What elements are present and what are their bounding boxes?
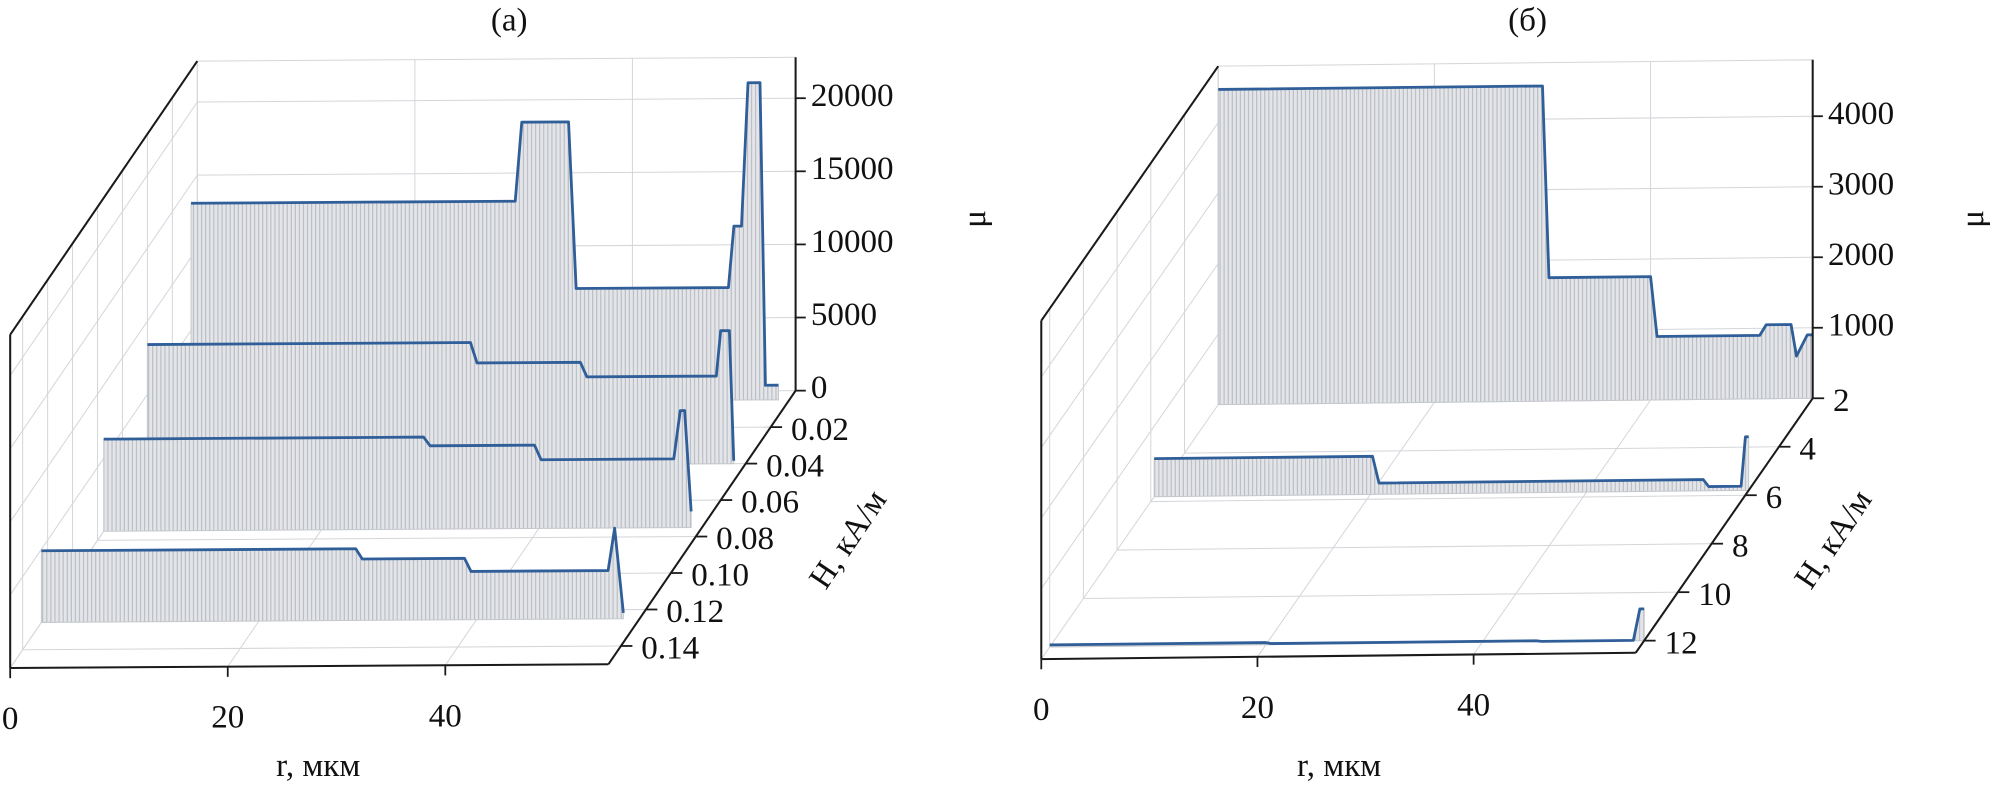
y-tick-label: 12 [1665, 625, 1698, 661]
frame-edge [1634, 397, 1814, 654]
grid-line [197, 170, 796, 176]
grid-line [1040, 333, 1219, 589]
profile-line [191, 81, 779, 387]
grid-line [197, 97, 796, 103]
y-tick-label: 6 [1766, 480, 1783, 516]
x-tick-label: 40 [1457, 688, 1490, 724]
grid-line [1040, 404, 1219, 660]
z-tick-label: 15000 [811, 151, 894, 187]
grid-line [22, 645, 621, 651]
x-tick-label: 20 [1241, 690, 1274, 726]
y-tick-label: 10 [1698, 577, 1731, 613]
y-tick-label: 0.08 [716, 521, 774, 557]
grid-line [1473, 399, 1651, 655]
x-axis-title: r, мкм [276, 748, 360, 784]
profile-line [1218, 84, 1813, 358]
grid-line [1184, 446, 1779, 454]
y-axis-title: H, кА/м [803, 484, 895, 596]
y-tick-label: 2 [1833, 383, 1850, 419]
y-tick-label: 0.12 [666, 594, 724, 630]
grid-line [9, 101, 198, 376]
y-tick-label: 0.04 [766, 448, 824, 484]
z-tick-label: 0 [811, 370, 828, 406]
profile-line [147, 329, 736, 461]
panel-title: (а) [491, 3, 528, 39]
frame-edge [9, 60, 199, 336]
x-tick-label: 0 [2, 701, 19, 737]
grid-line [97, 536, 696, 541]
grid-line [1083, 591, 1678, 600]
box-edge [197, 56, 796, 62]
frame-edge [1041, 651, 1636, 661]
y-axis-title: H, кА/м [1788, 484, 1880, 596]
x-tick-label: 0 [1033, 692, 1050, 728]
profile-line [1049, 607, 1645, 647]
z-tick-label: 2000 [1828, 237, 1894, 273]
z-tick-label: 20000 [811, 78, 894, 114]
grid-line [1040, 122, 1219, 378]
x-axis-title: r, мкм [1297, 748, 1381, 784]
x-tick-label: 20 [211, 700, 244, 736]
z-tick-label: 4000 [1828, 96, 1894, 132]
z-axis-title: μ [957, 210, 993, 228]
profile-area [1217, 85, 1814, 406]
z-tick-label: 5000 [811, 297, 877, 333]
frame-edge [1040, 65, 1220, 322]
z-tick-label: 1000 [1828, 307, 1894, 343]
grid-line [1150, 494, 1746, 503]
frame-edge [607, 390, 797, 665]
grid-line [1117, 543, 1712, 551]
y-tick-label: 0.02 [791, 412, 849, 448]
y-tick-label: 0.10 [691, 558, 749, 594]
profile-area [40, 528, 624, 623]
grid-line [9, 247, 198, 523]
y-tick-label: 0.14 [641, 631, 699, 667]
profile-area [1153, 436, 1750, 498]
y-tick-label: 4 [1799, 431, 1816, 467]
y-tick-label: 8 [1732, 528, 1749, 564]
y-tick-label: 0.06 [741, 485, 799, 521]
grid-line [1257, 402, 1435, 658]
z-tick-label: 10000 [811, 224, 894, 260]
z-axis-title: μ [1955, 210, 1991, 228]
grid-line [9, 174, 198, 449]
panel-title: (б) [1508, 3, 1547, 39]
profile-line [103, 409, 693, 512]
x-tick-label: 40 [429, 698, 462, 734]
grid-line [1040, 263, 1219, 519]
grid-line [1040, 192, 1219, 448]
profile-line [1154, 435, 1749, 488]
box-edge [1218, 59, 1813, 67]
profile-line [41, 526, 625, 614]
frame-edge [10, 663, 609, 670]
z-tick-label: 3000 [1828, 166, 1894, 202]
